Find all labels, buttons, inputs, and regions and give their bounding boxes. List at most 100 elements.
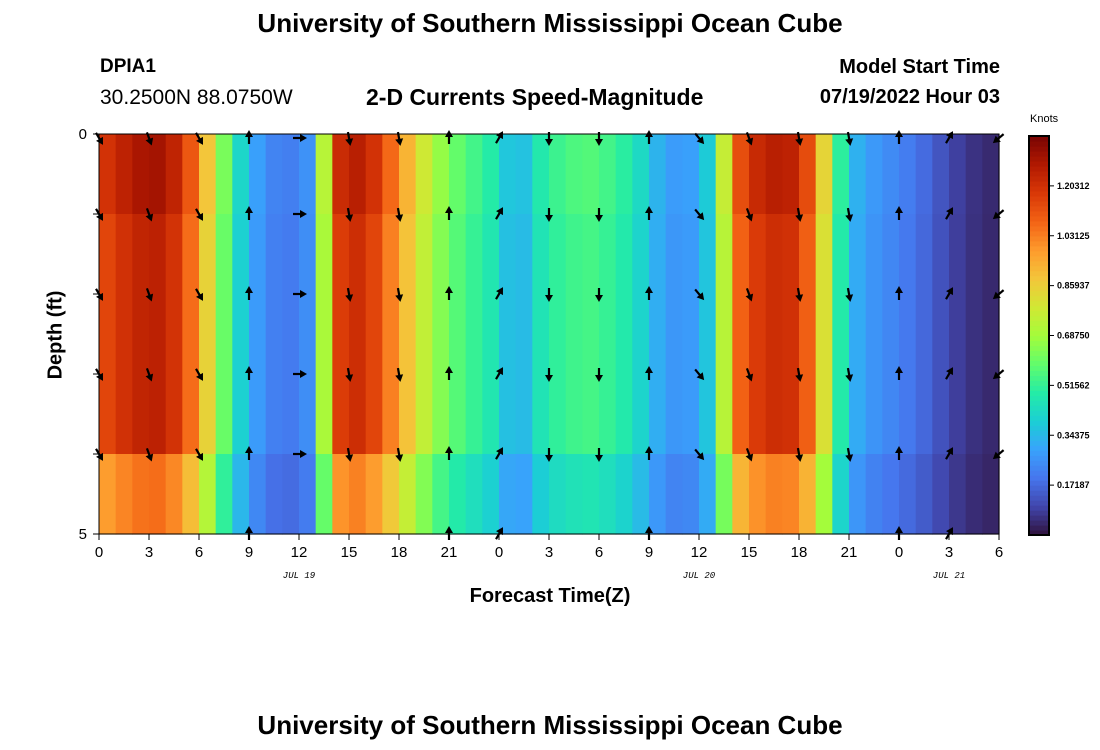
heatmap-cell xyxy=(399,454,417,535)
current-arrow xyxy=(545,368,553,382)
heatmap-cell xyxy=(565,454,583,535)
heatmap-cell xyxy=(315,374,333,455)
colorbar-segment xyxy=(1029,395,1049,401)
colorbar-segment xyxy=(1029,355,1049,362)
heatmap-cell xyxy=(532,294,550,375)
heatmap-cell xyxy=(299,134,317,215)
heatmap-cell xyxy=(782,214,800,295)
x-tick-label: 12 xyxy=(291,544,308,561)
colorbar-segment xyxy=(1029,225,1049,232)
current-arrow xyxy=(495,207,503,220)
heatmap-cell xyxy=(332,294,350,375)
heatmap-cell xyxy=(782,454,800,535)
current-arrow xyxy=(745,367,754,382)
current-arrow xyxy=(195,208,203,221)
colorbar-segment xyxy=(1029,495,1049,501)
x-tick-label: 0 xyxy=(95,544,103,561)
current-arrow xyxy=(195,132,203,145)
heatmap-cell xyxy=(499,374,517,455)
colorbar-segment xyxy=(1029,400,1049,406)
heatmap-cell xyxy=(532,134,550,215)
heatmap-cell xyxy=(932,374,950,455)
colorbar-segment xyxy=(1029,500,1049,506)
heatmap-cell xyxy=(399,134,417,215)
colorbar-segment xyxy=(1029,360,1049,367)
heatmap-cell xyxy=(849,454,867,535)
heatmap-cell xyxy=(215,294,233,375)
current-arrow xyxy=(495,287,503,300)
heatmap-cell xyxy=(182,214,200,295)
heatmap-cell xyxy=(365,374,383,455)
heatmap-cell xyxy=(799,134,817,215)
heatmap-cell xyxy=(365,134,383,215)
heatmap-cell xyxy=(799,374,817,455)
colorbar-segment xyxy=(1029,260,1049,267)
current-arrow xyxy=(795,207,804,222)
current-arrow xyxy=(945,527,953,540)
colorbar-segment xyxy=(1029,200,1049,207)
heatmap-cell xyxy=(882,454,900,535)
current-arrow xyxy=(293,210,307,218)
heatmap-cell xyxy=(249,294,267,375)
heatmap-cell xyxy=(599,294,617,375)
colorbar-segment xyxy=(1029,136,1049,142)
heatmap-cell xyxy=(815,454,833,535)
colorbar-segment xyxy=(1029,485,1049,491)
heatmap-cell xyxy=(899,294,917,375)
colorbar-segment xyxy=(1029,285,1049,292)
colorbar-segment xyxy=(1029,270,1049,277)
x-tick-label: 9 xyxy=(645,544,653,561)
heatmap-cell xyxy=(465,294,483,375)
heatmap-cell xyxy=(349,374,367,455)
heatmap-cell xyxy=(365,214,383,295)
heatmap-cell xyxy=(749,214,767,295)
heatmap-cell xyxy=(315,454,333,535)
heatmap-cell xyxy=(582,374,600,455)
heatmap-cell xyxy=(682,134,700,215)
current-arrow xyxy=(694,132,705,145)
colorbar-segment xyxy=(1029,220,1049,227)
heatmap-cell xyxy=(865,454,883,535)
current-arrow xyxy=(245,366,253,380)
current-arrow xyxy=(345,207,354,222)
colorbar-segment xyxy=(1029,490,1049,496)
heatmap-cell xyxy=(499,214,517,295)
heatmap-cell xyxy=(282,454,300,535)
heatmap-cell xyxy=(149,454,167,535)
heatmap-cell xyxy=(915,134,933,215)
colorbar-segment xyxy=(1029,455,1049,461)
heatmap-cell xyxy=(582,134,600,215)
colorbar-segment xyxy=(1029,330,1049,337)
heatmap-cell xyxy=(799,214,817,295)
current-arrow xyxy=(645,286,653,300)
heatmap-cell xyxy=(982,374,1000,455)
x-tick-label: 3 xyxy=(145,544,153,561)
colorbar-segment xyxy=(1029,205,1049,212)
current-arrow xyxy=(145,207,154,222)
x-tick-label: 12 xyxy=(691,544,708,561)
heatmap-cell xyxy=(832,134,850,215)
current-arrow xyxy=(795,287,804,302)
current-arrow xyxy=(95,368,103,381)
heatmap-cell xyxy=(649,374,667,455)
current-arrow xyxy=(795,367,804,382)
heatmap-cell xyxy=(282,374,300,455)
colorbar-segment xyxy=(1029,320,1049,327)
heatmap-cell xyxy=(149,374,167,455)
heatmap-cell xyxy=(599,134,617,215)
heatmap-cell xyxy=(899,454,917,535)
heatmap-cell xyxy=(265,294,283,375)
heatmap-cell xyxy=(265,214,283,295)
x-axis-label: Forecast Time(Z) xyxy=(469,585,631,607)
heatmap-cell xyxy=(382,214,400,295)
heatmap-cell xyxy=(199,294,217,375)
heatmap-cell xyxy=(532,214,550,295)
current-arrow xyxy=(595,288,603,302)
heatmap-cell xyxy=(565,294,583,375)
heatmap-cell xyxy=(615,454,633,535)
x-tick-label: 15 xyxy=(341,544,358,561)
date-label: JUL 20 xyxy=(683,571,716,581)
current-arrow xyxy=(395,207,404,222)
heatmap-cell xyxy=(432,214,450,295)
